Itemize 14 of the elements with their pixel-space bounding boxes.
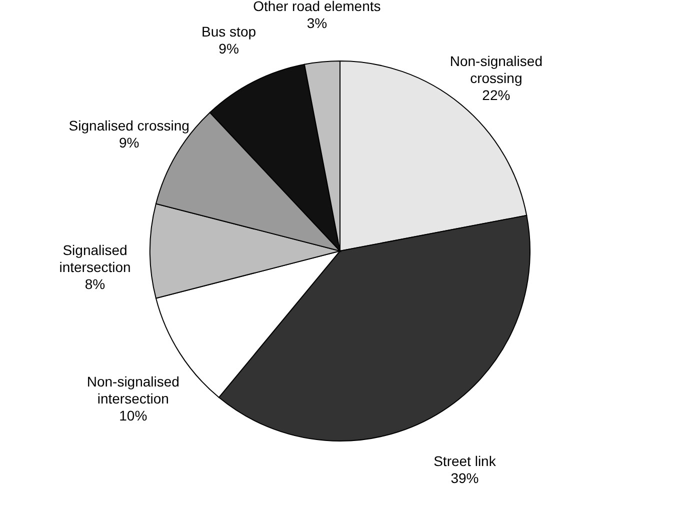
slice-label: Non-signalised crossing	[450, 53, 542, 86]
slice-label: Other road elements	[253, 0, 381, 14]
slice-label: Street link	[434, 452, 497, 469]
data-label: 8%	[84, 276, 106, 292]
data-label: 9%	[119, 134, 140, 150]
slice-label: Signalised crossing	[68, 117, 190, 134]
data-label: 22%	[482, 87, 510, 104]
data-label: 9%	[218, 40, 239, 57]
data-label: 10%	[119, 407, 148, 424]
slice-label: Signalised intersection	[59, 242, 131, 275]
data-label: 3%	[306, 15, 328, 32]
slice-label: Non-signalised intersection	[86, 373, 180, 406]
slice-label: Bus stop	[202, 24, 256, 40]
data-label: 39%	[450, 470, 479, 486]
